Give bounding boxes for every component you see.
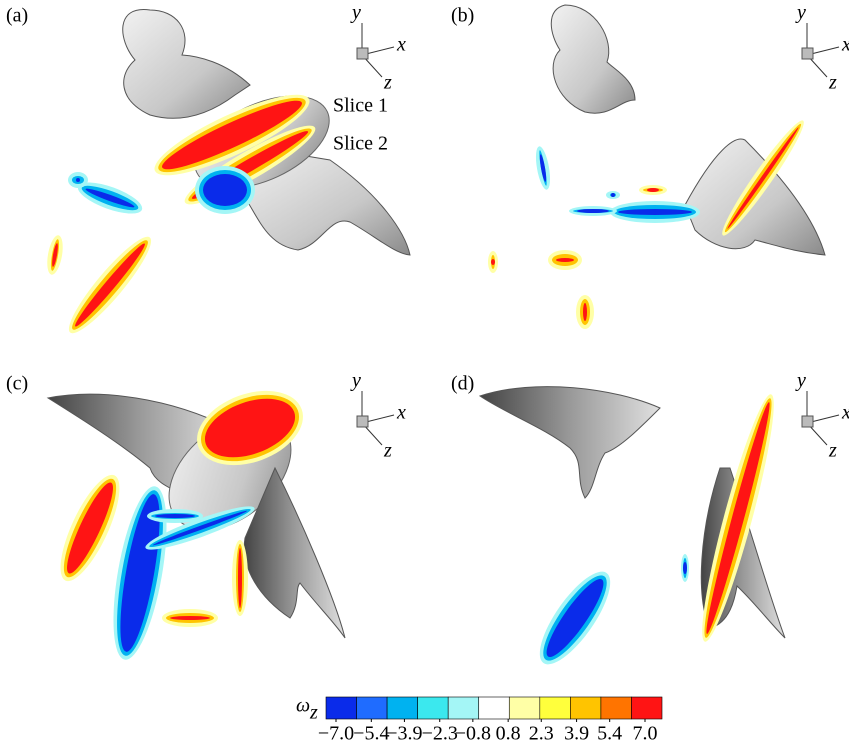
axis-label: z xyxy=(828,72,837,94)
axis-label: x xyxy=(841,402,849,424)
colorbar-tick-label: −2.3 xyxy=(422,723,458,745)
color-box xyxy=(387,697,418,719)
axis-cube xyxy=(357,416,368,427)
axis-label: z xyxy=(828,440,837,462)
colorbar-tick-label: −5.4 xyxy=(353,723,389,745)
figure: ωz−7.0−5.4−3.9−2.3−0.80.82.33.95.47.0 (a… xyxy=(0,0,849,746)
color-box xyxy=(448,697,479,719)
axis-label: y xyxy=(795,370,806,392)
panel-c xyxy=(48,377,345,663)
panel-b xyxy=(488,5,825,329)
axis-cube xyxy=(802,48,813,59)
panel-label: (a) xyxy=(6,5,28,27)
colorbar-tick-label: −7.0 xyxy=(318,723,354,745)
axis-cube xyxy=(802,416,813,427)
annotation: Slice 1 xyxy=(333,95,388,117)
color-box xyxy=(479,697,510,719)
color-box xyxy=(631,697,662,719)
axis-label: z xyxy=(383,440,392,462)
vortex-contour xyxy=(76,178,80,182)
annotation: Slice 2 xyxy=(333,133,388,155)
vortex-contour xyxy=(577,209,609,213)
axis-label: y xyxy=(350,370,361,392)
axis-label: z xyxy=(383,72,392,94)
vortex-contour xyxy=(238,548,242,608)
vortex-contour xyxy=(611,193,615,197)
colorbar-tick-label: 0.8 xyxy=(496,723,521,745)
vortex-contour xyxy=(155,514,195,518)
vortex-contour xyxy=(683,562,687,574)
axis-cube xyxy=(357,48,368,59)
axis-label: x xyxy=(396,34,406,56)
colorbar-tick-label: 7.0 xyxy=(633,723,658,745)
color-box xyxy=(601,697,632,719)
color-box xyxy=(570,697,601,719)
axis-label: x xyxy=(841,34,849,56)
axis-label: y xyxy=(350,2,361,24)
vortex-contour xyxy=(539,573,611,663)
color-box xyxy=(357,697,388,719)
vortex-contour xyxy=(71,240,148,329)
color-box xyxy=(540,697,571,719)
colorbar-tick-label: 3.9 xyxy=(564,723,589,745)
colorbar-tick-label: 5.4 xyxy=(597,723,622,745)
colorbar-label: ω xyxy=(296,695,310,717)
colorbar-tick-label: −0.8 xyxy=(455,723,491,745)
panel-d xyxy=(480,387,785,674)
vortex-contour xyxy=(170,616,210,620)
vortex-contour xyxy=(556,258,574,262)
color-box xyxy=(509,697,540,719)
vortex-contour xyxy=(491,259,495,265)
panel-label: (b) xyxy=(451,5,474,27)
vortex-contour xyxy=(618,209,692,215)
colorbar-tick-label: 2.3 xyxy=(529,723,554,745)
vortex-contour xyxy=(203,174,247,206)
colorbar-label-sub: z xyxy=(309,702,318,724)
axis-label: x xyxy=(396,402,406,424)
panel-label: (d) xyxy=(451,373,474,395)
vortex-contour xyxy=(647,188,659,192)
colorbar-tick-label: −3.9 xyxy=(386,723,422,745)
vortex-contour xyxy=(583,303,587,321)
panel-a xyxy=(45,10,410,341)
color-box xyxy=(326,697,357,719)
panel-label: (c) xyxy=(6,373,28,395)
color-box xyxy=(418,697,449,719)
axis-label: y xyxy=(795,2,806,24)
